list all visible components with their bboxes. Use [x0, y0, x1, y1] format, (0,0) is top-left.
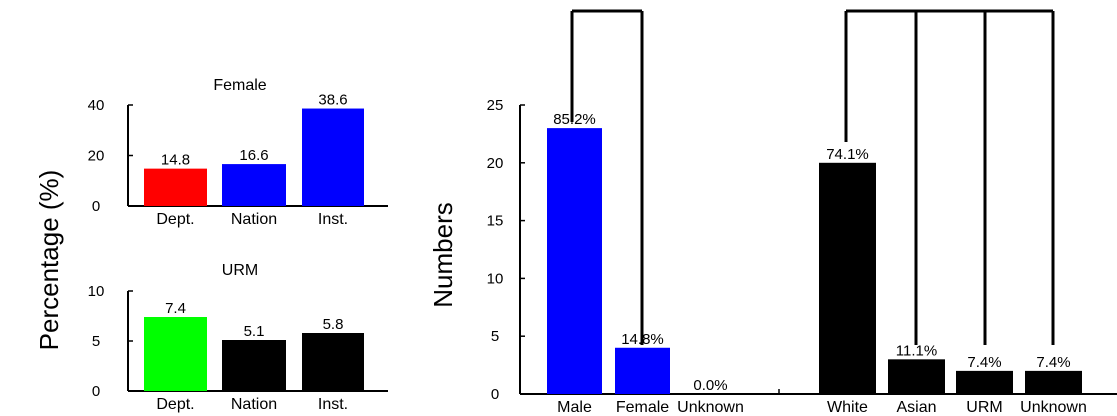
bar — [615, 347, 670, 394]
category-label: Dept. — [156, 396, 194, 413]
data-label: 38.6 — [318, 92, 347, 109]
y-axis-label-percentage: Percentage (%) — [34, 170, 64, 351]
category-label: Unknown — [677, 399, 744, 416]
data-label: 14.8 — [161, 152, 190, 169]
y-tick-label: 20 — [88, 148, 105, 165]
numbers-chart: 051015202585.2%Male14.8%Female0.0%Unknow… — [487, 97, 1117, 416]
category-label: Female — [616, 399, 669, 416]
y-tick-label: 5 — [491, 328, 499, 345]
category-label: Dept. — [156, 211, 194, 228]
bar — [222, 164, 286, 206]
data-label: 5.1 — [244, 323, 265, 340]
bar — [222, 340, 286, 391]
bar — [547, 128, 602, 394]
chart-title: URM — [222, 262, 258, 279]
data-label: 11.1% — [896, 342, 937, 359]
y-tick-label: 5 — [92, 333, 100, 350]
y-tick-label: 0 — [92, 383, 100, 400]
y-tick-label: 10 — [88, 283, 105, 300]
category-label: White — [827, 399, 868, 416]
data-label: 5.8 — [323, 316, 344, 333]
data-label: 16.6 — [239, 147, 268, 164]
data-label: 7.4% — [1036, 354, 1070, 371]
bar — [888, 359, 945, 394]
y-tick-label: 0 — [491, 386, 499, 403]
category-label: Nation — [231, 211, 277, 228]
data-label: 7.4 — [165, 300, 186, 317]
y-axis-label-numbers: Numbers — [428, 202, 458, 307]
grouping-brackets — [570, 9, 1055, 345]
data-label: 0.0% — [693, 377, 727, 394]
category-label: Unknown — [1020, 399, 1087, 416]
y-tick-label: 0 — [92, 198, 100, 215]
category-label: Asian — [896, 399, 936, 416]
bar — [819, 162, 876, 394]
y-tick-label: 40 — [88, 97, 105, 114]
category-label: URM — [966, 399, 1002, 416]
bar — [956, 370, 1013, 394]
data-label: 85.2% — [553, 111, 596, 128]
urm-chart: URM 0 5 10 7.4 Dept. 5.1 Nation 5.8 Inst. — [88, 262, 388, 413]
female-chart: Female 0 20 40 14.8 Dept. 16.6 Nation 38.6 Inst. — [88, 77, 388, 228]
y-tick-label: 25 — [487, 97, 504, 114]
bar — [1025, 370, 1082, 394]
data-label: 74.1% — [826, 146, 869, 163]
bar — [144, 168, 207, 206]
category-label: Nation — [231, 396, 277, 413]
chart-title: Female — [213, 77, 266, 94]
category-label: Male — [557, 399, 592, 416]
category-label: Inst. — [318, 396, 348, 413]
bar — [302, 333, 364, 391]
y-tick-label: 20 — [487, 155, 504, 172]
category-label: Inst. — [318, 211, 348, 228]
y-tick-label: 15 — [487, 213, 504, 230]
data-label: 7.4% — [967, 354, 1001, 371]
bar — [144, 317, 207, 391]
bar — [302, 108, 364, 206]
y-tick-label: 10 — [487, 270, 504, 287]
